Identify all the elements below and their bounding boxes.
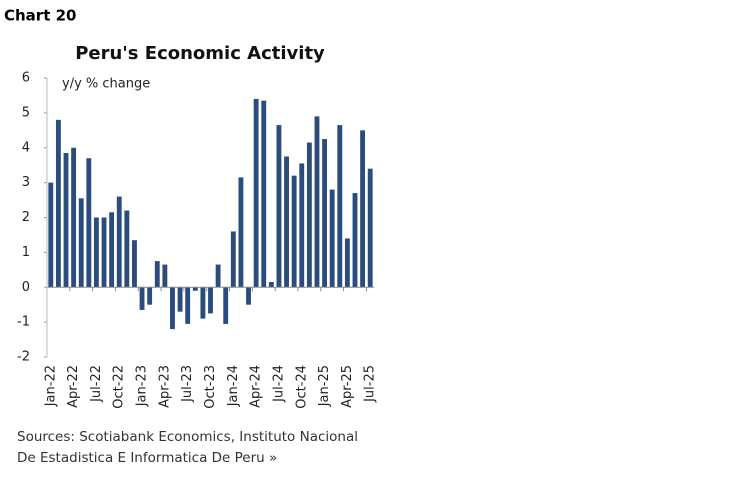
bar [215, 264, 221, 288]
chart-title: Peru's Economic Activity [75, 43, 325, 64]
bar [352, 193, 358, 288]
bar [55, 119, 61, 288]
bar [147, 287, 153, 305]
x-tick-label: Oct-23 [203, 365, 218, 409]
bar [154, 261, 160, 288]
y-tick-label: -2 [17, 350, 30, 365]
bar [299, 163, 305, 288]
x-tick-label: Jan-25 [317, 365, 332, 407]
x-tick-label: Jul-25 [363, 365, 378, 403]
bar [177, 287, 183, 312]
bar [230, 231, 236, 288]
chart-label: Chart 20 [4, 7, 76, 25]
bar [124, 210, 130, 288]
x-tick-label: Jan-24 [226, 365, 241, 407]
bar [139, 287, 145, 310]
x-tick-label: Apr-25 [340, 365, 355, 408]
bar [268, 282, 274, 288]
x-tick-label: Jul-23 [180, 365, 195, 403]
bar [337, 125, 343, 288]
y-tick-label: -1 [17, 315, 30, 330]
bar [322, 139, 328, 288]
bar [132, 240, 137, 288]
y-tick-label: 2 [22, 210, 30, 225]
x-tick-label: Jan-23 [135, 365, 150, 407]
bar [109, 212, 115, 288]
bar [162, 264, 168, 288]
bar [192, 287, 198, 291]
bar [101, 217, 107, 288]
bar [71, 147, 77, 288]
x-tick-label: Oct-24 [294, 365, 309, 409]
bar [291, 175, 297, 288]
bar [78, 198, 84, 288]
bar [223, 287, 229, 324]
bar [284, 156, 289, 288]
bar [238, 177, 244, 288]
x-tick-label: Apr-23 [157, 365, 172, 408]
bar [314, 116, 320, 288]
bar [360, 130, 366, 288]
bar [116, 196, 122, 288]
bar [185, 287, 191, 324]
y-tick-label: 5 [22, 105, 30, 120]
y-tick-label: 1 [22, 245, 30, 260]
bar [261, 100, 267, 288]
source: Sources: Scotiabank Economics, Instituto… [17, 429, 358, 445]
y-axis-label: y/y % change [62, 77, 150, 92]
bar [367, 168, 373, 288]
bar [93, 217, 99, 288]
bar [329, 189, 335, 288]
bar [86, 158, 92, 288]
bar [63, 152, 69, 288]
bar [344, 238, 350, 288]
bar [246, 287, 251, 305]
x-tick-label: Apr-22 [66, 365, 81, 408]
bar [170, 287, 175, 330]
y-tick-label: 6 [22, 71, 30, 86]
x-tick-label: Jul-22 [89, 365, 104, 403]
bar [306, 142, 312, 288]
x-tick-label: Jan-22 [43, 365, 58, 407]
bar [253, 98, 259, 288]
bar [208, 287, 213, 314]
x-tick-label: Oct-22 [112, 365, 127, 409]
y-tick-label: 4 [22, 140, 30, 155]
x-tick-label: Apr-24 [249, 365, 264, 408]
source: De Estadistica E Informatica De Peru » [17, 450, 277, 466]
y-tick-label: 3 [22, 175, 30, 190]
bar [48, 182, 54, 288]
bar [276, 125, 282, 288]
x-tick-label: Jul-24 [271, 365, 286, 403]
y-tick-label: 0 [22, 280, 30, 295]
bar [200, 287, 206, 319]
